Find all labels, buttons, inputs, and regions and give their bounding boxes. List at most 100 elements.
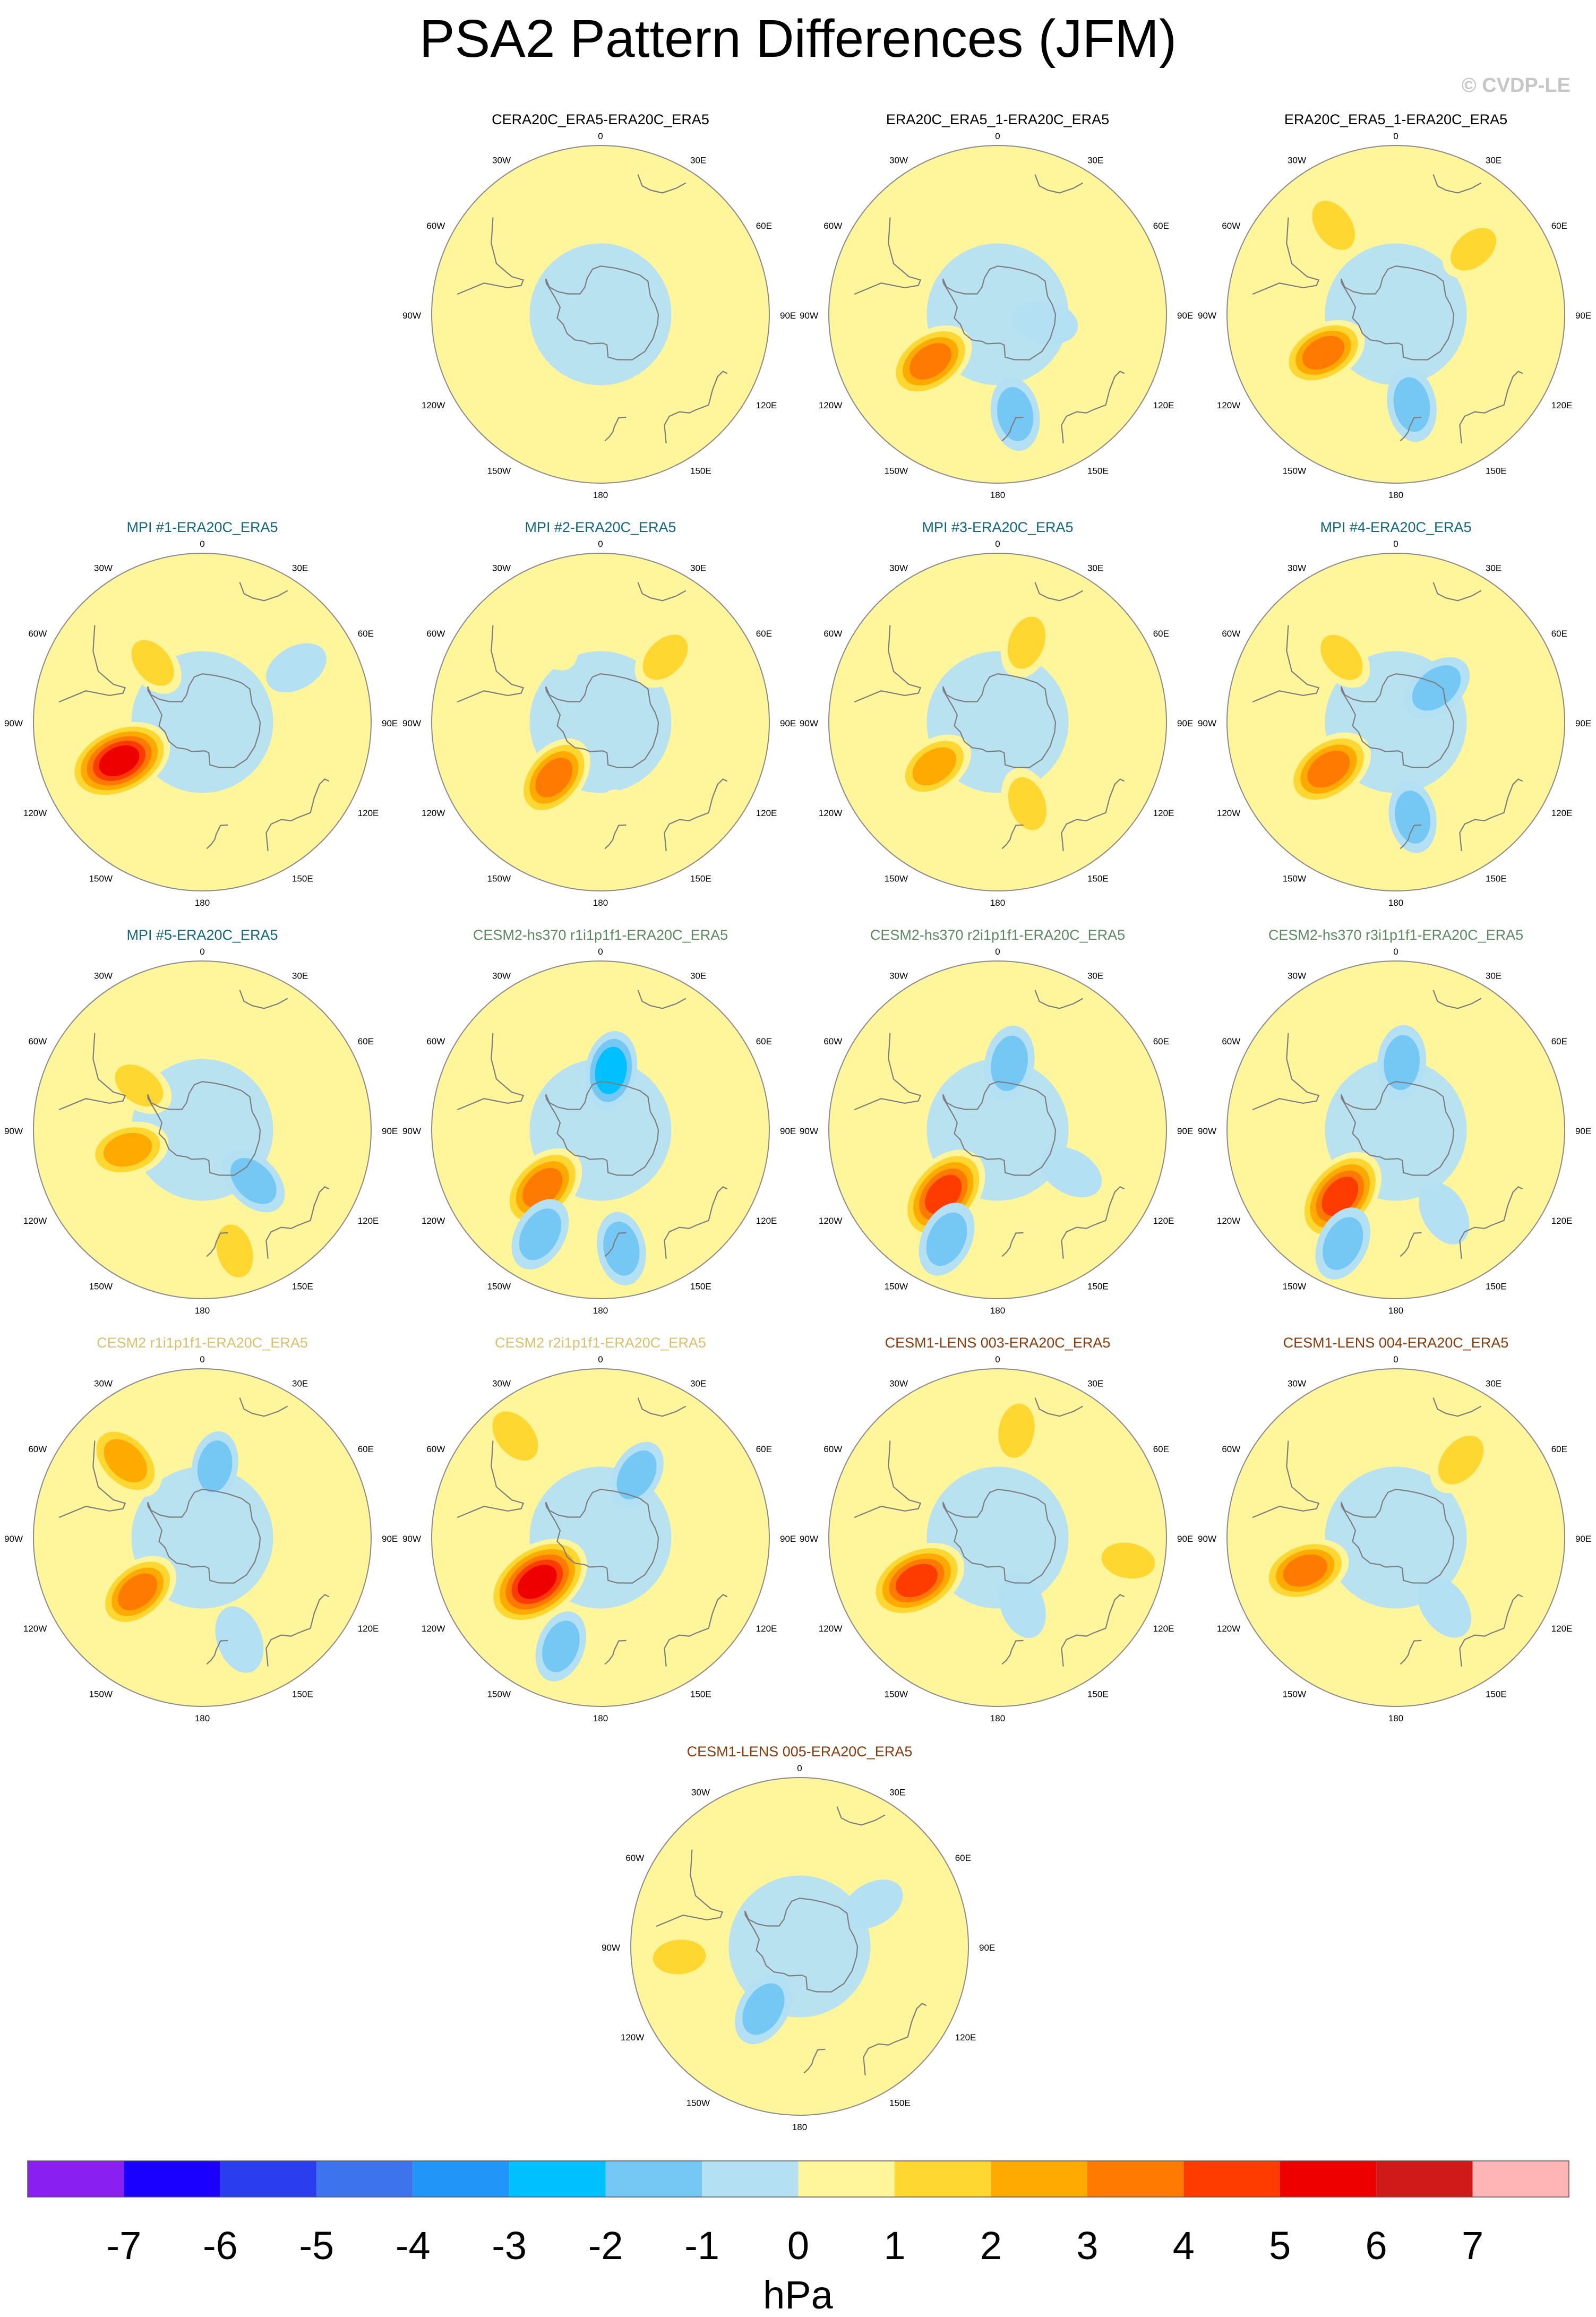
coastline [1341,265,1455,361]
longitude-label: 60E [756,1444,772,1454]
longitude-label: 0 [1393,1354,1398,1365]
longitude-label: 0 [797,1763,802,1773]
longitude-label: 0 [995,539,1000,549]
longitude-label: 120E [955,2032,976,2043]
anomaly-contour [1307,750,1350,788]
longitude-label: 180 [990,1713,1005,1723]
longitude-label: 120W [621,2032,644,2043]
longitude-label: 180 [1388,898,1403,908]
anomaly-contour [1451,228,1497,271]
map-panel: ERA20C_ERA5_1-ERA20C_ERA5 0 180 30W 60W 90W 12… [800,111,1193,500]
coastline [744,1897,859,1993]
anomaly-band [529,243,672,385]
panel-title: ERA20C_ERA5_1-ERA20C_ERA5 [1284,111,1507,127]
longitude-label: 90W [402,311,421,321]
longitude-label: 60E [358,1036,374,1046]
longitude-label: 30W [889,563,908,573]
longitude-label: 180 [593,1306,608,1316]
coastline [1432,582,1482,602]
coastline [239,1397,288,1417]
longitude-label: 30E [1087,971,1103,981]
longitude-label: 150W [89,874,113,884]
panel-title: CESM2-hs370 r1i1p1f1-ERA20C_ERA5 [473,927,728,943]
coastline [664,1594,728,1667]
longitude-label: 30W [94,563,113,573]
panel-title: ERA20C_ERA5_1-ERA20C_ERA5 [886,111,1109,127]
anomaly-contour [616,1450,657,1500]
coastline [637,582,687,602]
longitude-label: 90E [979,1943,995,1953]
longitude-label: 150W [687,2098,710,2108]
anomaly-contour [1384,1035,1420,1091]
anomaly-contour [131,640,174,686]
coastline [206,1640,228,1665]
longitude-label: 120W [1217,1624,1240,1634]
map-panel: CESM2-hs370 r1i1p1f1-ERA20C_ERA5 0 180 30W 6… [402,927,796,1316]
coastline [147,1080,261,1176]
map-border [431,1368,770,1707]
longitude-label: 150E [690,1689,711,1700]
coastline [1432,1397,1482,1417]
panel-title: MPI #3-ERA20C_ERA5 [922,519,1073,535]
coastline [457,625,525,703]
anomaly-contour [912,747,957,786]
map-border [828,960,1167,1299]
longitude-label: 120W [1217,808,1240,818]
map-panel: ERA20C_ERA5_1-ERA20C_ERA5 0 180 30W 60W 90W 12… [1198,111,1591,500]
anomaly-contour [579,157,622,221]
coastline [239,582,288,602]
longitude-label: 30E [690,563,706,573]
longitude-label: 120W [422,400,445,410]
anomaly-contour [896,1564,938,1598]
coastline [1252,1440,1320,1518]
map-border [1226,960,1565,1299]
longitude-label: 90W [800,311,818,321]
longitude-label: 30W [691,1787,710,1797]
longitude-label: 150E [1486,1282,1507,1292]
anomaly-contour [603,1221,640,1276]
longitude-label: 150W [487,874,511,884]
longitude-label: 150W [89,1282,113,1292]
coastline [854,1033,922,1111]
anomaly-contour [1393,377,1430,432]
longitude-label: 60E [1551,629,1567,639]
longitude-label: 180 [593,898,608,908]
coastline [1459,1594,1523,1667]
anomaly-contour [1101,1542,1155,1579]
longitude-label: 90W [402,718,421,728]
coastline [1459,371,1523,444]
longitude-label: 150W [1283,466,1306,476]
coastline [604,1640,627,1665]
longitude-label: 60W [28,1036,47,1046]
longitude-label: 180 [990,898,1005,908]
coastline [637,990,687,1009]
coastline [545,673,659,768]
coastline [1341,673,1455,768]
longitude-label: 180 [195,1306,210,1316]
longitude-label: 60E [1153,1036,1169,1046]
coastline [637,1397,687,1417]
anomaly-contour [991,1035,1028,1091]
map-panel: CESM1-LENS 004-ERA20C_ERA5 0 180 30W 60W 90W 1… [1198,1335,1591,1723]
coastline [803,2048,826,2074]
coastline [1061,1186,1125,1259]
longitude-label: 180 [593,490,608,500]
anomaly-contour [926,1212,967,1266]
longitude-label: 150W [885,466,908,476]
anomaly-contour [596,789,640,854]
longitude-label: 30E [1486,1378,1501,1388]
anomaly-contour [997,387,1034,441]
longitude-label: 120E [1551,1216,1573,1226]
longitude-label: 120W [819,1624,842,1634]
map-panel: CESM2-hs370 r3i1p1f1-ERA20C_ERA5 0 180 30W 6… [1198,927,1591,1316]
coastline [457,1033,525,1111]
anomaly-contour [103,1132,152,1167]
longitude-label: 120W [819,1216,842,1226]
longitude-label: 60E [1153,1444,1169,1454]
longitude-label: 30E [1087,563,1103,573]
anomaly-contour [118,1573,158,1610]
longitude-label: 180 [1388,1713,1403,1723]
longitude-label: 90W [800,718,818,728]
longitude-label: 150W [885,1282,908,1292]
coastline [1341,1488,1455,1584]
